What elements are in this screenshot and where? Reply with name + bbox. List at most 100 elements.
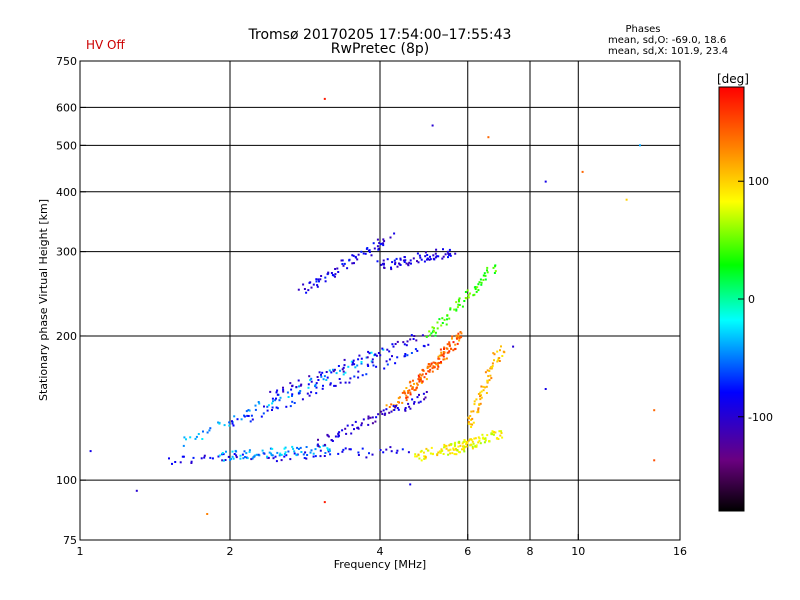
data-point xyxy=(423,260,426,263)
data-point xyxy=(480,283,483,286)
data-point xyxy=(491,430,494,433)
data-point xyxy=(323,97,326,100)
data-point xyxy=(383,240,386,243)
data-point xyxy=(315,278,318,281)
data-point xyxy=(325,371,328,373)
data-point xyxy=(271,454,274,457)
data-point xyxy=(512,345,515,348)
data-point xyxy=(349,448,352,451)
data-point xyxy=(295,386,298,388)
data-point xyxy=(464,291,467,293)
data-point xyxy=(365,356,368,359)
data-point xyxy=(367,417,370,420)
colorbar-tick-label: 0 xyxy=(748,293,755,306)
data-point xyxy=(391,261,394,264)
data-point xyxy=(179,461,182,464)
data-point xyxy=(436,321,439,324)
data-point xyxy=(266,405,269,408)
data-point xyxy=(423,398,426,401)
data-point xyxy=(459,444,462,447)
data-point xyxy=(332,370,335,373)
data-point xyxy=(401,448,404,451)
data-point xyxy=(278,399,281,402)
data-point xyxy=(254,404,257,407)
data-point xyxy=(250,458,253,461)
data-point xyxy=(392,345,395,348)
data-point xyxy=(473,403,476,406)
data-point xyxy=(438,361,441,364)
data-point xyxy=(231,450,234,453)
data-point xyxy=(448,350,451,353)
data-point xyxy=(343,262,346,265)
data-point xyxy=(308,394,311,397)
data-point xyxy=(366,363,369,366)
data-point xyxy=(351,363,354,366)
data-point xyxy=(455,453,458,456)
data-point xyxy=(283,455,286,458)
data-point xyxy=(391,355,393,358)
phases-o-mode: mean, sd,O: -69.0, 18.6 xyxy=(608,35,726,46)
data-point xyxy=(293,450,296,453)
data-point xyxy=(367,350,370,353)
data-point xyxy=(414,453,417,456)
data-point xyxy=(426,365,429,368)
data-point xyxy=(408,405,411,408)
data-point xyxy=(185,438,187,441)
data-point xyxy=(397,401,400,403)
data-point xyxy=(479,402,482,405)
data-point xyxy=(428,330,431,333)
data-point xyxy=(430,446,433,449)
data-point xyxy=(245,410,248,413)
data-point xyxy=(416,260,418,263)
data-point xyxy=(407,390,410,392)
data-point xyxy=(316,376,319,378)
data-point xyxy=(469,415,472,417)
data-point xyxy=(168,457,170,460)
data-point xyxy=(382,259,385,262)
data-point xyxy=(342,264,345,267)
data-point xyxy=(465,443,468,446)
data-point xyxy=(392,405,395,407)
data-point xyxy=(478,440,481,442)
data-point xyxy=(297,448,300,450)
phases-heading: Phases xyxy=(625,24,660,35)
data-point xyxy=(423,345,426,348)
data-point xyxy=(477,393,480,395)
data-point xyxy=(323,443,326,446)
data-point xyxy=(448,344,451,347)
data-point xyxy=(285,454,288,457)
data-point xyxy=(221,452,224,454)
data-point xyxy=(418,379,421,382)
data-point xyxy=(299,384,302,387)
data-point xyxy=(368,452,370,455)
data-point xyxy=(443,348,445,350)
data-point xyxy=(327,271,330,274)
data-point xyxy=(382,348,385,351)
data-point xyxy=(467,421,470,423)
data-point xyxy=(356,426,359,429)
data-point xyxy=(484,274,487,277)
data-point xyxy=(407,263,410,266)
data-point xyxy=(317,379,320,381)
y-tick-label: 500 xyxy=(56,139,77,152)
data-point xyxy=(429,255,431,258)
data-point xyxy=(413,402,415,405)
data-point xyxy=(360,357,363,360)
data-point xyxy=(357,358,360,361)
data-point xyxy=(425,372,428,375)
data-point xyxy=(445,447,448,450)
data-point xyxy=(394,406,397,409)
data-point xyxy=(267,404,270,407)
colorbar-unit: [deg] xyxy=(717,72,749,86)
data-point xyxy=(183,436,186,439)
data-point xyxy=(354,420,357,423)
data-point xyxy=(352,254,355,257)
data-point xyxy=(415,339,418,342)
data-point xyxy=(371,361,374,364)
data-point xyxy=(405,344,408,347)
data-point xyxy=(440,354,442,357)
data-point xyxy=(463,450,466,453)
data-point xyxy=(438,450,441,453)
data-point xyxy=(449,452,452,455)
data-point xyxy=(312,283,315,286)
